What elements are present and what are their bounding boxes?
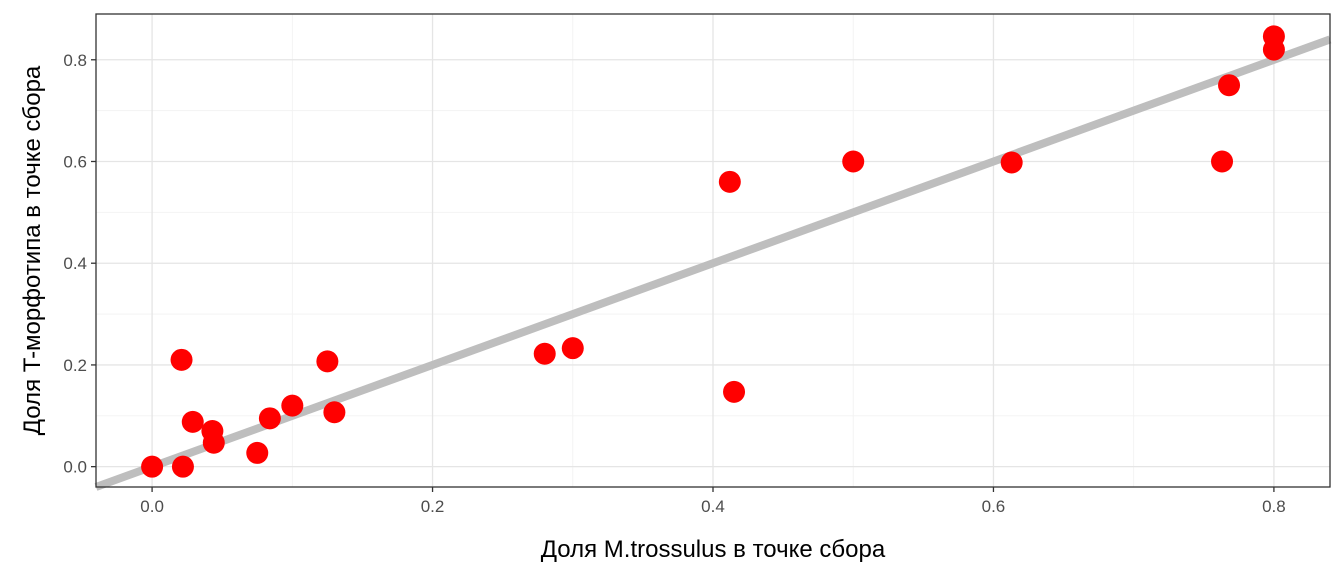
data-point xyxy=(1211,150,1234,173)
data-point xyxy=(1000,151,1023,174)
data-point xyxy=(141,455,164,478)
data-point xyxy=(1262,38,1285,61)
y-tick-label: 0.2 xyxy=(63,356,87,375)
y-tick-label: 0.0 xyxy=(63,458,87,477)
reference-line xyxy=(94,35,1332,491)
y-tick-label: 0.6 xyxy=(63,152,87,171)
x-tick-label: 0.2 xyxy=(421,497,445,516)
data-point xyxy=(181,410,204,433)
grid xyxy=(96,14,1330,487)
data-point xyxy=(718,170,741,193)
data-point xyxy=(246,441,269,464)
data-point xyxy=(258,407,281,430)
reference-line-layer xyxy=(94,35,1332,491)
data-point xyxy=(323,401,346,424)
data-point xyxy=(170,348,193,371)
data-point xyxy=(533,342,556,365)
x-axis-title: Доля M.trossulus в точке сбора xyxy=(541,536,886,563)
x-tick-label: 0.8 xyxy=(1262,497,1286,516)
axis-ticks: 0.0 0.2 0.4 0.6 0.8 0.0 0.2 0.4 0.6 0.8 xyxy=(63,51,1285,516)
points-layer xyxy=(141,25,1285,478)
x-tick-label: 0.6 xyxy=(982,497,1006,516)
x-tick-label: 0.0 xyxy=(140,497,164,516)
data-point xyxy=(171,455,194,478)
data-point xyxy=(842,150,865,173)
data-point xyxy=(202,431,225,454)
y-tick-label: 0.4 xyxy=(63,254,87,273)
data-point xyxy=(281,394,304,417)
data-point xyxy=(1218,74,1241,97)
y-tick-label: 0.8 xyxy=(63,51,87,70)
x-tick-label: 0.4 xyxy=(701,497,725,516)
data-point xyxy=(723,380,746,403)
data-point xyxy=(561,337,584,360)
y-axis-title: Доля T-морфотипа в точке сбора xyxy=(19,65,46,435)
data-point xyxy=(316,350,339,373)
